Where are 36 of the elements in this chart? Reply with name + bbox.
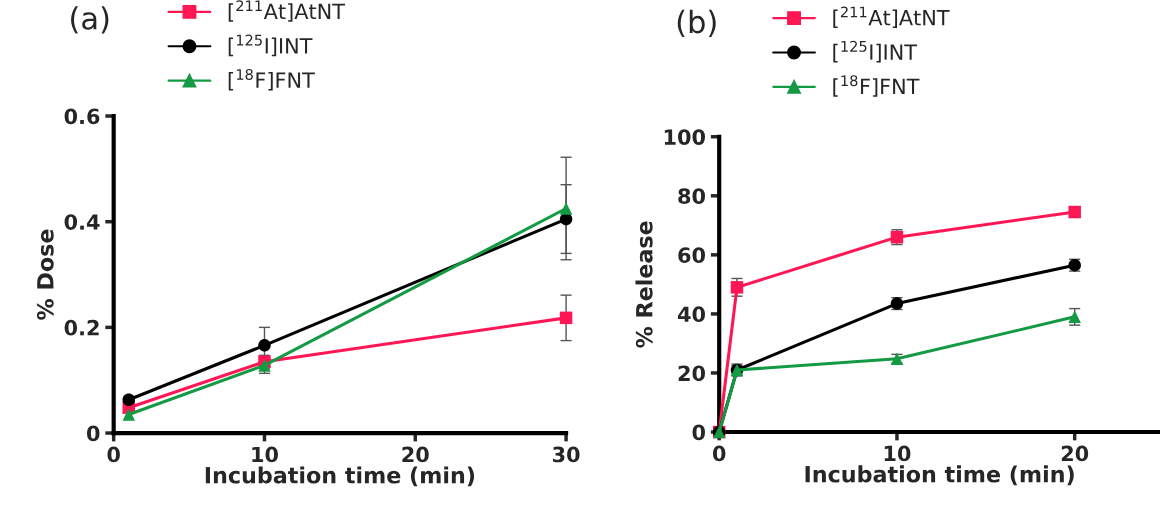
y-axis-title: % Release [635,221,653,348]
legend-label: [$^{125}$I]INT [833,40,918,63]
y-tick-label: 100 [664,129,706,145]
x-tick-label: 10 [252,446,278,463]
point [1068,205,1081,219]
point [559,311,573,325]
x-tick-label: 10 [884,445,911,462]
x-tick-label: 0 [107,446,120,463]
y-tick-label: 60 [678,247,706,264]
y-tick-label: 0.4 [64,214,100,230]
legend-label: [$^{211}$At]AtNT [833,6,950,28]
x-tick-label: 20 [1061,445,1089,462]
legend-label: [$^{125}$I]INT [228,34,313,57]
x-tick-label: 30 [552,446,580,463]
chart-title: (a) [71,6,109,34]
y-tick-label: 0.6 [64,108,100,125]
y-tick-label: 0 [692,424,706,441]
legend-label: [$^{18}$F]FNT [228,68,315,91]
point [122,393,136,407]
y-tick-label: 0.2 [64,319,99,336]
point [122,408,136,421]
chart-title: (b) [677,9,716,38]
x-tick-label: 0 [712,445,726,462]
x-tick-label: 20 [402,446,429,463]
y-tick-label: 20 [678,365,706,382]
point [559,202,573,215]
x-axis-title: Incubation time (min) [205,466,475,487]
legend-label: [$^{211}$At]AtNT [228,0,346,22]
y-tick-label: 80 [678,188,706,205]
y-tick-label: 40 [677,306,706,323]
legend-label: [$^{18}$F]FNT [833,75,920,97]
y-axis-title: % Dose [36,229,54,320]
point [258,339,271,352]
x-axis-title: Incubation time (min) [805,465,1074,486]
y-tick-label: 0 [86,425,100,442]
point [730,281,744,294]
